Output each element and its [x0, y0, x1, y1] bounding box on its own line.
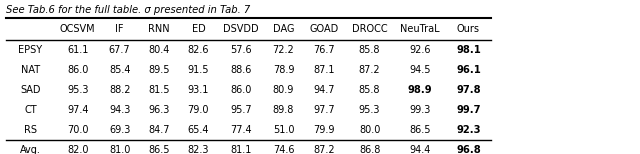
Text: 84.7: 84.7 — [148, 125, 170, 135]
Text: 80.4: 80.4 — [148, 45, 170, 55]
Text: 93.1: 93.1 — [188, 85, 209, 95]
Text: NAT: NAT — [21, 65, 40, 75]
Text: 82.3: 82.3 — [188, 145, 209, 154]
Text: 92.3: 92.3 — [456, 125, 481, 135]
Text: 95.3: 95.3 — [67, 85, 88, 95]
Text: 78.9: 78.9 — [273, 65, 294, 75]
Text: SAD: SAD — [20, 85, 41, 95]
Text: 94.7: 94.7 — [313, 85, 335, 95]
Text: 96.8: 96.8 — [456, 145, 481, 154]
Text: 95.3: 95.3 — [359, 105, 380, 115]
Text: 95.7: 95.7 — [230, 105, 252, 115]
Text: 61.1: 61.1 — [67, 45, 88, 55]
Text: 69.3: 69.3 — [109, 125, 131, 135]
Text: 94.5: 94.5 — [409, 65, 431, 75]
Text: 80.9: 80.9 — [273, 85, 294, 95]
Text: 70.0: 70.0 — [67, 125, 88, 135]
Text: 77.4: 77.4 — [230, 125, 252, 135]
Text: DROCC: DROCC — [352, 24, 387, 34]
Text: 79.9: 79.9 — [313, 125, 335, 135]
Text: 85.8: 85.8 — [359, 85, 380, 95]
Text: 94.3: 94.3 — [109, 105, 131, 115]
Text: 74.6: 74.6 — [273, 145, 294, 154]
Text: GOAD: GOAD — [309, 24, 339, 34]
Text: 67.7: 67.7 — [109, 45, 131, 55]
Text: See Tab.6 for the full table. σ presented in Tab. 7: See Tab.6 for the full table. σ presente… — [6, 5, 251, 15]
Text: 80.0: 80.0 — [359, 125, 380, 135]
Text: 86.5: 86.5 — [409, 125, 431, 135]
Text: 97.7: 97.7 — [313, 105, 335, 115]
Text: 98.1: 98.1 — [456, 45, 481, 55]
Text: RS: RS — [24, 125, 37, 135]
Text: Ours: Ours — [457, 24, 480, 34]
Text: 57.6: 57.6 — [230, 45, 252, 55]
Text: 88.6: 88.6 — [230, 65, 252, 75]
Text: 97.4: 97.4 — [67, 105, 88, 115]
Text: 82.6: 82.6 — [188, 45, 209, 55]
Text: 92.6: 92.6 — [409, 45, 431, 55]
Text: 79.0: 79.0 — [188, 105, 209, 115]
Text: NeuTraL: NeuTraL — [400, 24, 440, 34]
Text: 72.2: 72.2 — [273, 45, 294, 55]
Text: DAG: DAG — [273, 24, 294, 34]
Text: 99.7: 99.7 — [456, 105, 481, 115]
Text: 88.2: 88.2 — [109, 85, 131, 95]
Text: IF: IF — [115, 24, 124, 34]
Text: OCSVM: OCSVM — [60, 24, 95, 34]
Text: CT: CT — [24, 105, 36, 115]
Text: 91.5: 91.5 — [188, 65, 209, 75]
Text: 86.0: 86.0 — [67, 65, 88, 75]
Text: 89.5: 89.5 — [148, 65, 170, 75]
Text: EPSY: EPSY — [19, 45, 42, 55]
Text: 87.2: 87.2 — [313, 145, 335, 154]
Text: 98.9: 98.9 — [408, 85, 432, 95]
Text: 96.3: 96.3 — [148, 105, 170, 115]
Text: 76.7: 76.7 — [313, 45, 335, 55]
Text: 96.1: 96.1 — [456, 65, 481, 75]
Text: 81.1: 81.1 — [230, 145, 252, 154]
Text: 97.8: 97.8 — [456, 85, 481, 95]
Text: ED: ED — [191, 24, 205, 34]
Text: 87.2: 87.2 — [359, 65, 380, 75]
Text: DSVDD: DSVDD — [223, 24, 259, 34]
Text: 85.4: 85.4 — [109, 65, 131, 75]
Text: 87.1: 87.1 — [313, 65, 335, 75]
Text: 51.0: 51.0 — [273, 125, 294, 135]
Text: 94.4: 94.4 — [409, 145, 431, 154]
Text: Avg.: Avg. — [20, 145, 41, 154]
Text: 81.0: 81.0 — [109, 145, 131, 154]
Text: 82.0: 82.0 — [67, 145, 88, 154]
Text: 65.4: 65.4 — [188, 125, 209, 135]
Text: RNN: RNN — [148, 24, 170, 34]
Text: 85.8: 85.8 — [359, 45, 380, 55]
Text: 86.5: 86.5 — [148, 145, 170, 154]
Text: 86.0: 86.0 — [230, 85, 252, 95]
Text: 81.5: 81.5 — [148, 85, 170, 95]
Text: 89.8: 89.8 — [273, 105, 294, 115]
Text: 99.3: 99.3 — [409, 105, 431, 115]
Text: 86.8: 86.8 — [359, 145, 380, 154]
